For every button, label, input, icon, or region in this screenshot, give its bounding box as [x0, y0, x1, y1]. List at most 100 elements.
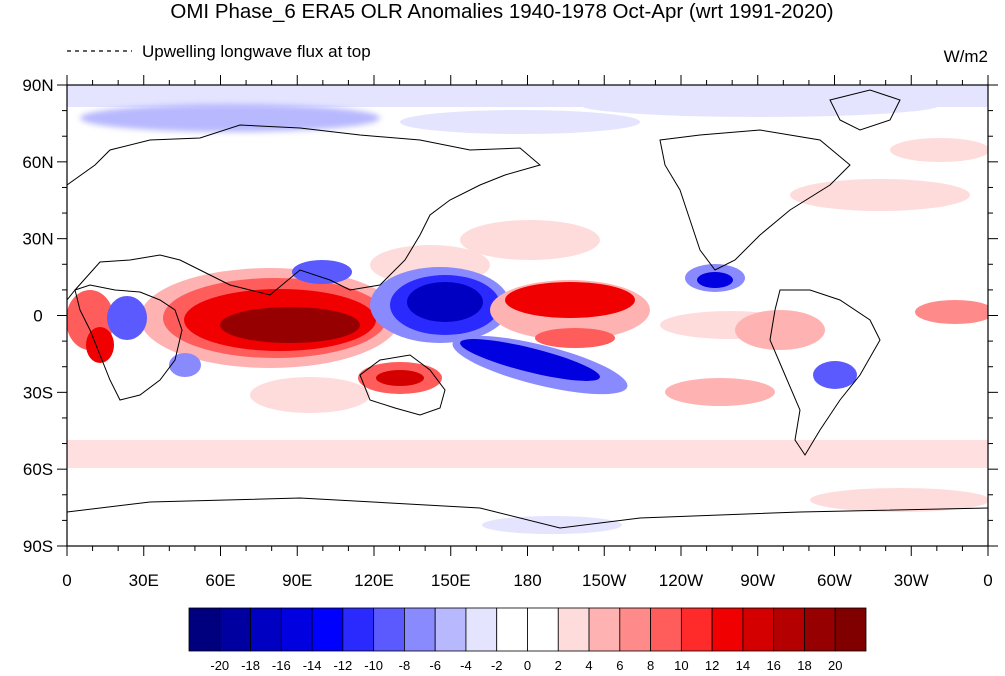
- colorbar-labels: -20 -18 -16 -14 -12 -10 -8 -6 -4 -2 0 2 4 6 8 10 12 14 16 1…: [210, 658, 842, 673]
- x-tick-label: 180: [513, 571, 541, 590]
- x-tick-label: 150E: [431, 571, 471, 590]
- south-pacific-east-positive-anomaly: [665, 378, 775, 406]
- central-america-core-negative: [697, 272, 733, 288]
- colorbar-label: 0: [524, 658, 531, 673]
- left-subtitle: Upwelling longwave flux at top: [142, 42, 371, 61]
- x-tick-label: 120W: [659, 571, 703, 590]
- central-africa-negative-anomaly: [107, 296, 147, 340]
- x-tick-label: 30W: [894, 571, 929, 590]
- x-tick-label: 90W: [740, 571, 775, 590]
- colorbar-label: -8: [399, 658, 411, 673]
- y-tick-label: 0: [33, 307, 42, 326]
- colorbar-swatch: [311, 607, 344, 652]
- australia-coastline: [359, 354, 446, 416]
- greenland-negative-anomaly: [580, 93, 940, 117]
- south-america-coastline: [769, 289, 881, 456]
- southern-ocean-positive-band: [67, 440, 988, 468]
- y-tick-label: 60N: [22, 153, 53, 172]
- y-tick-label: 30S: [23, 383, 53, 402]
- amazon-positive-anomaly: [735, 310, 825, 350]
- colorbar-swatch: [834, 607, 867, 652]
- colorbar-label: 6: [616, 658, 623, 673]
- north-atlantic-positive-anomaly: [790, 179, 970, 211]
- colorbar-swatch: [527, 607, 559, 652]
- colorbar-swatch: [280, 607, 313, 652]
- axis-ticks: [57, 75, 998, 556]
- colorbar-label: -14: [303, 658, 322, 673]
- y-tick-label: 60S: [23, 460, 53, 479]
- x-tick-label: 150W: [582, 571, 626, 590]
- units-label: W/m2: [944, 47, 988, 66]
- map-title: OMI Phase_6 ERA5 OLR Anomalies 1940-1978…: [170, 0, 833, 23]
- indian-ocean-core-positive: [220, 307, 360, 343]
- colorbar-swatch: [804, 607, 836, 652]
- colorbar-label: 20: [828, 658, 842, 673]
- colorbar-label: 12: [705, 658, 719, 673]
- colorbar-swatch: [680, 607, 713, 652]
- west-pacific-core-negative: [407, 282, 483, 322]
- colorbar-label: 16: [766, 658, 780, 673]
- colorbar-label: -20: [210, 658, 229, 673]
- antarctic-negative-anomaly: [482, 516, 622, 534]
- colorbar-swatch: [342, 607, 375, 652]
- south-indian-ocean-positive-anomaly: [250, 377, 370, 413]
- y-tick-label: 90S: [23, 537, 53, 556]
- y-tick-label: 30N: [22, 230, 53, 249]
- central-pacific-strong-positive: [505, 282, 635, 318]
- colorbar-swatch: [404, 607, 436, 652]
- colorbar-label: 4: [585, 658, 592, 673]
- colorbar-label: 2: [555, 658, 562, 673]
- colorbar-label: -16: [272, 658, 291, 673]
- west-africa-core-positive: [86, 327, 114, 363]
- colorbar-swatch: [496, 607, 528, 652]
- y-tick-labels: 90N 60N 30N 0 30S 60S 90S: [22, 76, 53, 556]
- colorbar-label: -12: [333, 658, 352, 673]
- greenland-coastline: [829, 89, 901, 131]
- coastlines: [67, 89, 988, 529]
- colorbar-label: -2: [491, 658, 503, 673]
- colorbar-swatch: [373, 607, 405, 652]
- weddell-positive-anomaly: [810, 488, 988, 512]
- spcz-core-negative: [460, 339, 600, 381]
- colorbar-swatch: [650, 607, 682, 652]
- atlantic-africa-positive-anomaly: [915, 300, 988, 324]
- colorbar-label: 8: [647, 658, 654, 673]
- south-america-negative-anomaly: [813, 361, 857, 389]
- x-tick-label: 90E: [282, 571, 312, 590]
- x-tick-label: 60E: [205, 571, 235, 590]
- bering-negative-anomaly: [400, 110, 640, 134]
- y-tick-label: 90N: [22, 76, 53, 95]
- x-tick-label: 0: [983, 571, 992, 590]
- eurasia-coastline: [67, 124, 542, 301]
- colorbar-label: 14: [736, 658, 750, 673]
- colorbar-label: -18: [241, 658, 260, 673]
- africa-coastline: [74, 284, 183, 401]
- antarctica-coastline: [67, 497, 988, 529]
- north-pacific-positive-anomaly: [460, 220, 600, 260]
- colorbar-swatch: [773, 607, 805, 652]
- colorbar-swatch: [588, 607, 621, 652]
- colorbar-swatch: [742, 607, 775, 652]
- colorbar: [188, 607, 867, 652]
- central-pacific-south-positive: [535, 328, 615, 348]
- colorbar-label: -6: [429, 658, 441, 673]
- north-america-coastline: [659, 129, 851, 271]
- colorbar-swatch: [619, 607, 651, 652]
- siberia-negative-anomaly: [80, 104, 380, 132]
- southeast-africa-negative-anomaly: [169, 353, 201, 377]
- map-area: [67, 85, 988, 546]
- colorbar-swatch: [465, 607, 498, 652]
- x-tick-label: 30E: [129, 571, 159, 590]
- x-tick-label: 0: [62, 571, 71, 590]
- colorbar-swatch: [434, 607, 467, 652]
- colorbar-swatch: [557, 607, 590, 652]
- colorbar-label: 10: [674, 658, 688, 673]
- x-tick-label: 60W: [817, 571, 852, 590]
- colorbar-swatch: [188, 607, 221, 652]
- colorbar-label: -4: [460, 658, 472, 673]
- x-tick-label: 120E: [354, 571, 394, 590]
- australia-core-positive: [376, 370, 424, 386]
- bay-of-bengal-negative-anomaly: [292, 260, 352, 284]
- colorbar-swatch: [219, 607, 251, 652]
